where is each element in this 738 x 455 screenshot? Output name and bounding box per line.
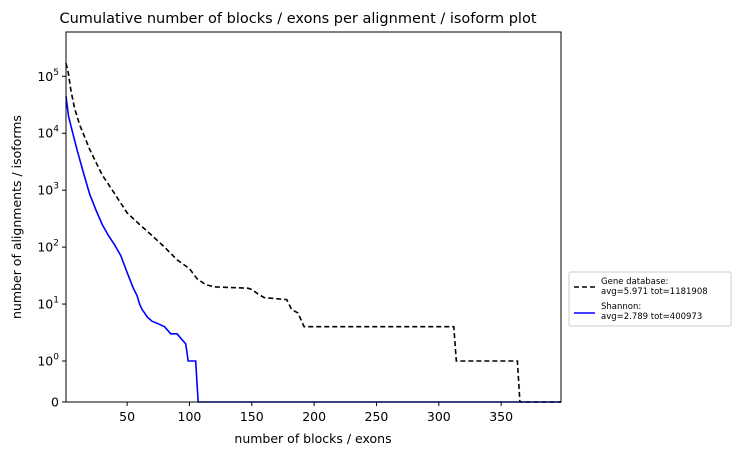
plot-frame [65, 31, 562, 403]
y-tick-label: 103 [37, 182, 59, 198]
y-axis-ticks: 0 100 101 102 103 104 105 [37, 68, 66, 410]
legend-label-gene-database: Gene database: [601, 277, 668, 287]
y-tick-label: 102 [37, 239, 59, 255]
x-tick-label: 250 [365, 409, 389, 424]
y-tick-label: 105 [37, 68, 59, 84]
chart-title: Cumulative number of blocks / exons per … [59, 11, 536, 27]
legend: Gene database: avg=5.971 tot=1181908 Sha… [568, 271, 732, 327]
x-tick-label: 100 [178, 409, 202, 424]
x-tick-label: 200 [302, 409, 326, 424]
y-tick-label: 100 [37, 353, 59, 369]
y-axis-label: number of alignments / isoforms [9, 115, 24, 319]
legend-stats-shannon: avg=2.789 tot=400973 [601, 312, 702, 322]
x-tick-label: 150 [240, 409, 264, 424]
x-axis-label: number of blocks / exons [234, 431, 391, 446]
x-tick-label: 350 [489, 409, 513, 424]
x-tick-label: 300 [427, 409, 451, 424]
series-line-0 [65, 63, 561, 403]
x-axis-ticks: 50 100 150 200 250 300 350 [119, 402, 513, 424]
legend-stats-gene-database: avg=5.971 tot=1181908 [601, 287, 708, 297]
y-tick-label: 101 [37, 296, 59, 312]
x-tick-label: 50 [119, 409, 135, 424]
plot-area [66, 32, 561, 402]
series-layer [65, 63, 561, 403]
series-line-1 [65, 96, 561, 403]
y-tick-label: 104 [37, 125, 59, 141]
legend-label-shannon: Shannon: [601, 302, 641, 312]
legend-box [568, 271, 732, 327]
y-tick-label: 0 [51, 395, 59, 410]
